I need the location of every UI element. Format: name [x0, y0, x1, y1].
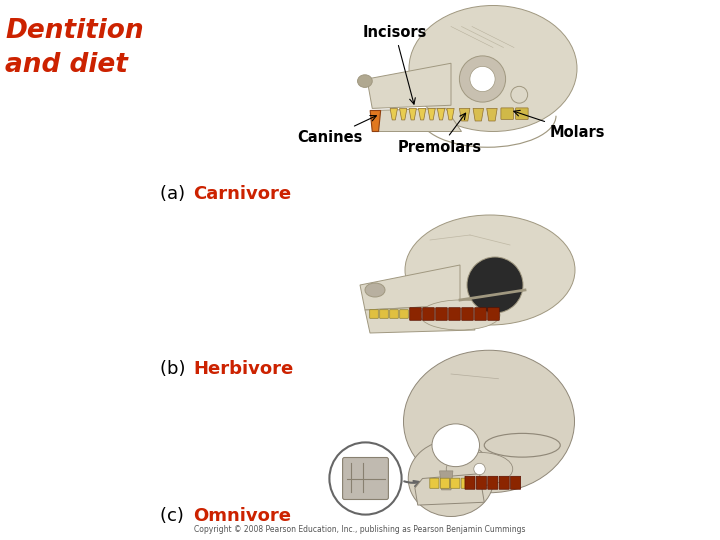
- Text: Incisors: Incisors: [363, 25, 427, 104]
- Polygon shape: [365, 305, 475, 333]
- Polygon shape: [473, 109, 484, 121]
- Polygon shape: [400, 109, 407, 120]
- Ellipse shape: [405, 215, 575, 325]
- Circle shape: [329, 442, 402, 515]
- FancyBboxPatch shape: [499, 476, 509, 489]
- Polygon shape: [428, 109, 436, 120]
- Ellipse shape: [420, 300, 500, 330]
- Polygon shape: [415, 474, 485, 505]
- Text: Molars: Molars: [514, 110, 606, 140]
- Text: Premolars: Premolars: [398, 113, 482, 155]
- Text: Canines: Canines: [297, 116, 377, 145]
- FancyBboxPatch shape: [465, 476, 475, 489]
- FancyBboxPatch shape: [451, 478, 460, 488]
- FancyBboxPatch shape: [369, 310, 378, 318]
- FancyBboxPatch shape: [477, 476, 487, 489]
- Text: Carnivore: Carnivore: [193, 185, 291, 203]
- Ellipse shape: [409, 5, 577, 132]
- FancyBboxPatch shape: [379, 310, 388, 318]
- Ellipse shape: [358, 75, 372, 87]
- Polygon shape: [390, 109, 397, 120]
- FancyBboxPatch shape: [400, 310, 408, 318]
- Ellipse shape: [446, 453, 513, 485]
- Polygon shape: [437, 109, 445, 120]
- Ellipse shape: [403, 350, 575, 492]
- Circle shape: [470, 66, 495, 92]
- Polygon shape: [367, 63, 451, 109]
- Text: Dentition: Dentition: [5, 18, 143, 44]
- FancyBboxPatch shape: [343, 457, 388, 500]
- FancyBboxPatch shape: [487, 476, 498, 489]
- Polygon shape: [360, 265, 460, 310]
- FancyBboxPatch shape: [449, 308, 460, 320]
- FancyBboxPatch shape: [462, 308, 473, 320]
- FancyBboxPatch shape: [461, 478, 470, 488]
- Text: (a): (a): [160, 185, 191, 203]
- Polygon shape: [487, 109, 498, 121]
- Circle shape: [511, 86, 528, 103]
- Text: Omnivore: Omnivore: [193, 507, 291, 525]
- Polygon shape: [370, 111, 381, 132]
- Polygon shape: [459, 109, 470, 121]
- Polygon shape: [447, 109, 454, 120]
- FancyBboxPatch shape: [410, 308, 421, 320]
- FancyBboxPatch shape: [516, 108, 528, 119]
- Text: Herbivore: Herbivore: [193, 360, 293, 378]
- Circle shape: [474, 463, 485, 475]
- Polygon shape: [372, 109, 462, 132]
- Polygon shape: [418, 109, 426, 120]
- FancyBboxPatch shape: [501, 108, 513, 119]
- FancyBboxPatch shape: [487, 308, 499, 320]
- Text: (b): (b): [160, 360, 192, 378]
- FancyBboxPatch shape: [390, 310, 398, 318]
- FancyBboxPatch shape: [510, 476, 521, 489]
- Ellipse shape: [365, 283, 385, 297]
- Circle shape: [459, 56, 505, 102]
- FancyBboxPatch shape: [430, 478, 439, 488]
- Polygon shape: [409, 109, 416, 120]
- Text: (c): (c): [160, 507, 189, 525]
- Circle shape: [467, 257, 523, 313]
- FancyBboxPatch shape: [474, 308, 486, 320]
- Text: Copyright © 2008 Pearson Education, Inc., publishing as Pearson Benjamin Cumming: Copyright © 2008 Pearson Education, Inc.…: [194, 525, 526, 534]
- Text: and diet: and diet: [5, 52, 128, 78]
- FancyBboxPatch shape: [440, 478, 449, 488]
- Ellipse shape: [408, 441, 494, 516]
- Polygon shape: [440, 471, 453, 490]
- FancyBboxPatch shape: [423, 308, 434, 320]
- Ellipse shape: [432, 424, 480, 467]
- FancyBboxPatch shape: [436, 308, 447, 320]
